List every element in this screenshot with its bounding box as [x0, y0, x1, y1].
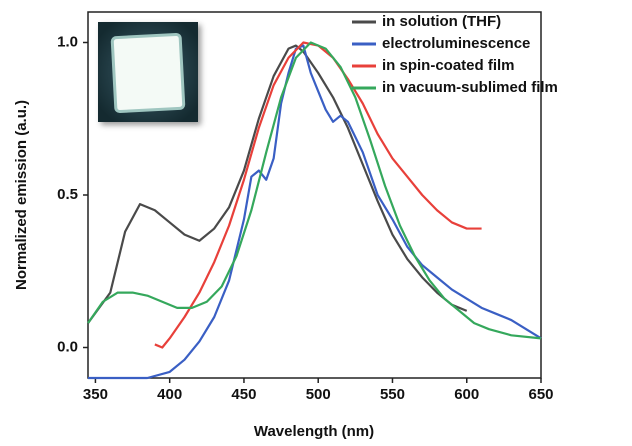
x-tick-label: 550 [380, 386, 405, 403]
x-tick-label: 650 [528, 386, 553, 403]
x-tick-label: 600 [454, 386, 479, 403]
x-axis-label: Wavelength (nm) [254, 423, 374, 440]
legend-label: in spin-coated film [382, 57, 515, 74]
legend-label: electroluminescence [382, 35, 530, 52]
y-tick-label: 0.0 [57, 338, 78, 355]
x-tick-label: 350 [83, 386, 108, 403]
series-line [87, 41, 542, 340]
x-tick-label: 400 [157, 386, 182, 403]
y-tick-label: 1.0 [57, 33, 78, 50]
legend-label: in vacuum-sublimed film [382, 79, 558, 96]
inset-photo [98, 22, 198, 122]
x-tick-label: 500 [306, 386, 331, 403]
y-tick-label: 0.5 [57, 186, 78, 203]
series-line [87, 44, 468, 324]
x-tick-label: 450 [231, 386, 256, 403]
y-axis-label: Normalized emission (a.u.) [13, 100, 30, 290]
series-line [88, 44, 542, 380]
legend-label: in solution (THF) [382, 13, 501, 30]
